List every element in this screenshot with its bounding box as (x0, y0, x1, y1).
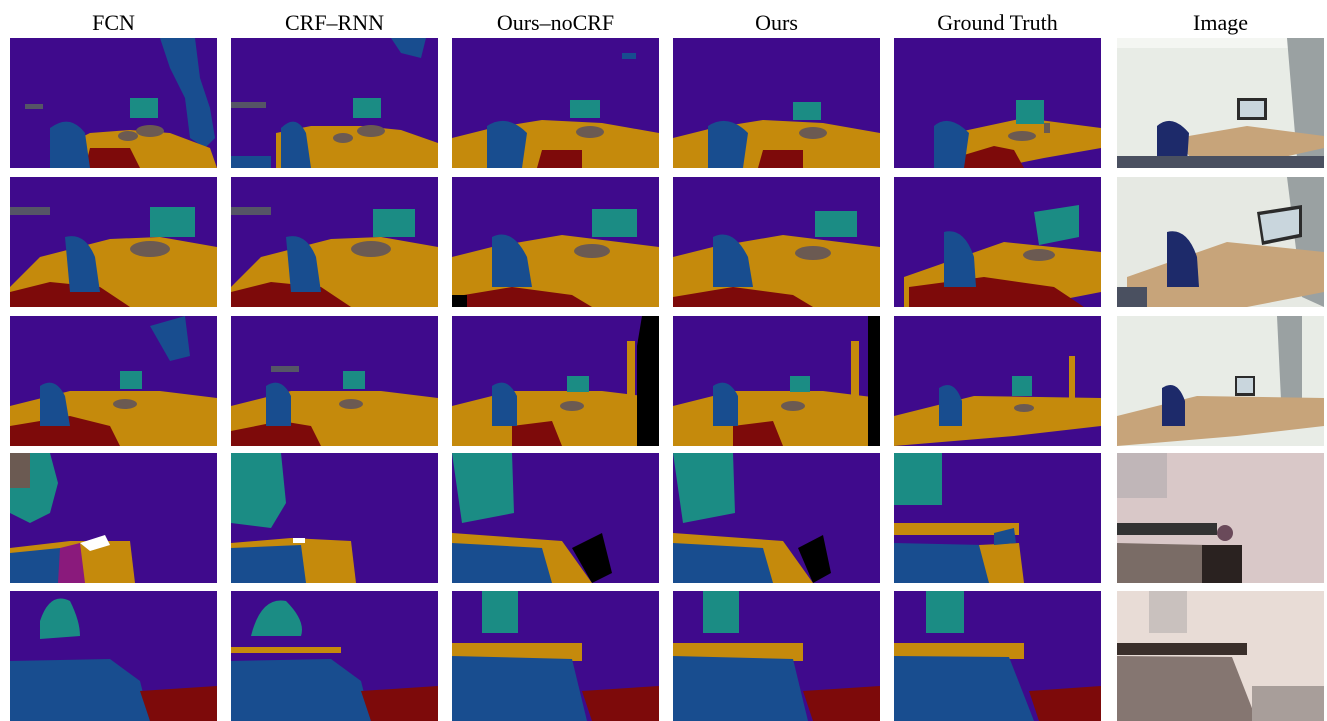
crf-rnn-row1-segmentation (231, 38, 438, 168)
ours-nocrf-row3-segmentation (452, 316, 659, 446)
crf-rnn-row2-segmentation (231, 177, 438, 307)
fcn-row5-segmentation (10, 591, 217, 721)
ours-row5-segmentation (673, 591, 880, 721)
crf-rnn-row4-segmentation (231, 453, 438, 583)
ours-row1-segmentation (673, 38, 880, 168)
ours-row4-segmentation (673, 453, 880, 583)
fcn-row2-segmentation (10, 177, 217, 307)
column-header-crf-rnn: CRF–RNN (284, 10, 385, 35)
ground-truth-row4-segmentation (894, 453, 1101, 583)
fcn-row1-segmentation (10, 38, 217, 168)
image-row4-photo (1117, 453, 1324, 583)
column-header-ground-truth: Ground Truth (937, 10, 1058, 35)
image-row2-photo (1117, 177, 1324, 307)
fcn-row3-segmentation (10, 316, 217, 446)
column-header-ours: Ours (755, 10, 798, 35)
ours-row3-segmentation (673, 316, 880, 446)
ground-truth-row5-segmentation (894, 591, 1101, 721)
image-row5-photo (1117, 591, 1324, 721)
crf-rnn-row5-segmentation (231, 591, 438, 721)
ours-nocrf-row2-segmentation (452, 177, 659, 307)
column-header-fcn: FCN (92, 10, 135, 35)
fcn-row4-segmentation (10, 453, 217, 583)
ours-nocrf-row1-segmentation (452, 38, 659, 168)
ours-row2-segmentation (673, 177, 880, 307)
ours-nocrf-row5-segmentation (452, 591, 659, 721)
crf-rnn-row3-segmentation (231, 316, 438, 446)
image-row1-photo (1117, 38, 1324, 168)
ground-truth-row3-segmentation (894, 316, 1101, 446)
ground-truth-row1-segmentation (894, 38, 1101, 168)
column-header-ours-nocrf: Ours–noCRF (496, 10, 615, 35)
column-header-image: Image (1193, 10, 1248, 35)
ours-nocrf-row4-segmentation (452, 453, 659, 583)
image-row3-photo (1117, 316, 1324, 446)
ground-truth-row2-segmentation (894, 177, 1101, 307)
